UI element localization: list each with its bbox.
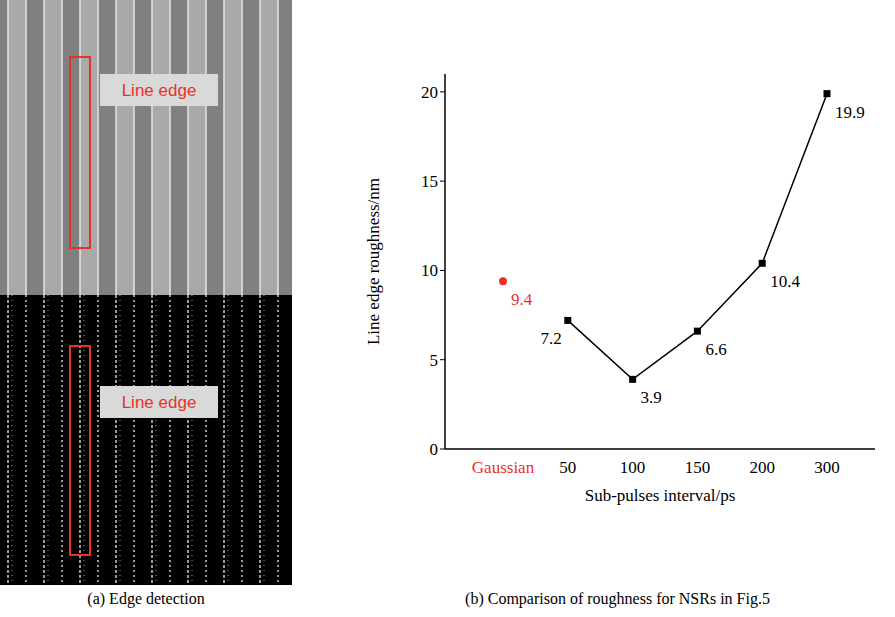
svg-text:100: 100 [620,458,646,477]
html-text:(a) Edge detection: (a) Edge detection [87,590,205,607]
svg-text:19.9: 19.9 [835,103,865,122]
svg-text:0: 0 [430,440,439,459]
svg-text:5: 5 [430,351,439,370]
svg-text:3.9: 3.9 [641,388,662,407]
svg-text:10.4: 10.4 [770,272,800,291]
svg-text:200: 200 [749,458,775,477]
svg-text:20: 20 [421,83,438,102]
svg-text:7.2: 7.2 [541,329,562,348]
svg-text:300: 300 [814,458,840,477]
svg-text:50: 50 [559,458,576,477]
svg-text:9.4: 9.4 [511,290,533,309]
svg-text:6.6: 6.6 [705,340,726,359]
svg-text:150: 150 [685,458,711,477]
svg-text:Line edge: Line edge [122,393,197,412]
svg-text:Sub-pulses interval/ps: Sub-pulses interval/ps [585,486,736,505]
svg-text:Gaussian: Gaussian [472,458,535,477]
svg-text:Line edge: Line edge [122,81,197,100]
svg-text:15: 15 [421,172,438,191]
html-text:(b) Comparison of roughness fo: (b) Comparison of roughness for NSRs in … [465,590,770,607]
svg-text:Line edge roughness/nm: Line edge roughness/nm [364,178,383,345]
svg-text:10: 10 [421,261,438,280]
